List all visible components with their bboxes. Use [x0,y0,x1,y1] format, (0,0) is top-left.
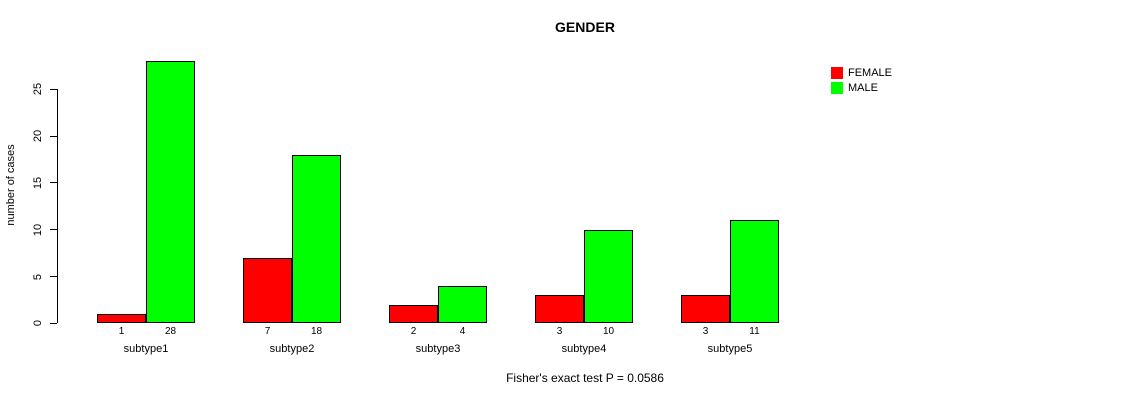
y-axis-tick-label: 0 [32,320,44,327]
chart-title: GENDER [555,19,615,35]
y-axis-tick [50,182,57,184]
bar-value-label: 7 [264,326,271,337]
x-axis-category-label: subtype3 [415,343,461,355]
bar-value-label: 18 [310,326,323,337]
y-axis-tick [50,88,57,90]
y-axis-tick [50,135,57,137]
x-axis-category-label: subtype4 [561,343,607,355]
bar-value-label: 3 [556,326,563,337]
bar-male-subtype1 [146,61,195,324]
y-axis-tick-label: 20 [32,129,44,143]
bar-male-subtype3 [438,285,487,324]
y-axis-label: number of cases [5,144,17,226]
legend: FEMALE MALE [831,65,892,95]
bar-male-subtype4 [584,229,633,324]
legend-swatch-female-icon [831,66,843,79]
bar-female-subtype1 [97,313,146,324]
legend-item-female: FEMALE [831,65,892,80]
y-axis-tick-label: 15 [32,176,44,190]
fisher-test-caption: Fisher's exact test P = 0.0586 [506,371,664,385]
bar-value-label: 1 [118,326,125,337]
y-axis-tick [50,229,57,231]
y-axis-tick [50,322,57,324]
bar-male-subtype2 [292,154,341,324]
legend-item-male: MALE [831,80,892,95]
bar-female-subtype3 [389,304,438,324]
bar-value-label: 10 [602,326,615,337]
legend-label-female: FEMALE [848,66,893,79]
y-axis-tick-label: 25 [32,83,44,96]
y-axis-tick-label: 10 [32,223,44,236]
bar-female-subtype5 [681,295,730,324]
y-axis-tick [50,276,57,277]
bar-value-label: 11 [749,326,760,337]
x-axis-category-label: subtype5 [707,343,753,355]
bar-female-subtype4 [535,295,584,324]
bar-female-subtype2 [243,257,292,324]
legend-label-male: MALE [848,81,878,94]
bar-value-label: 3 [702,326,709,337]
x-axis-category-label: subtype1 [123,343,169,355]
bar-value-label: 4 [459,326,466,337]
bar-value-label: 2 [410,326,417,337]
legend-swatch-male-icon [831,81,843,94]
y-axis-tick-label: 5 [32,273,44,280]
bar-male-subtype5 [730,220,779,324]
x-axis-category-label: subtype2 [269,343,315,355]
bar-value-label: 28 [164,326,177,337]
y-axis-line [57,89,58,324]
